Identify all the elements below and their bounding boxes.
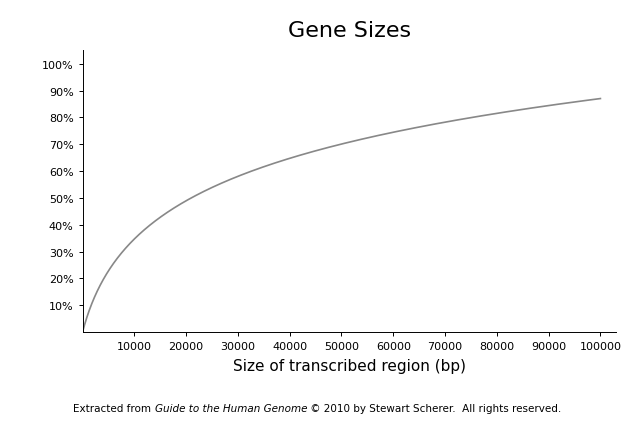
Text: Guide to the Human Genome: Guide to the Human Genome — [0, 416, 152, 426]
Text: © 2010 by Stewart Scherer.  All rights reserved.: © 2010 by Stewart Scherer. All rights re… — [307, 403, 561, 413]
Text: Extracted from Guide to the Human Genome © 2010 by Stewart Scherer.  All rights : Extracted from Guide to the Human Genome… — [73, 403, 562, 413]
Title: Gene Sizes: Gene Sizes — [288, 21, 411, 41]
Text: Guide to the Human Genome: Guide to the Human Genome — [154, 403, 307, 413]
X-axis label: Size of transcribed region (bp): Size of transcribed region (bp) — [233, 358, 465, 373]
Text: Extracted from: Extracted from — [0, 416, 81, 426]
Text: Extracted from: Extracted from — [73, 403, 154, 413]
